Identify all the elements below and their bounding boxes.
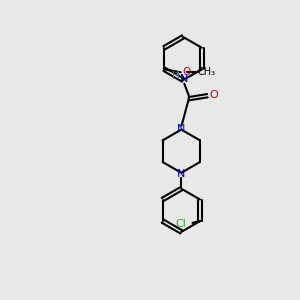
Text: O: O: [182, 67, 190, 77]
Text: N: N: [177, 124, 185, 134]
Text: Cl: Cl: [176, 219, 187, 229]
Text: H: H: [172, 70, 180, 81]
Text: N: N: [177, 169, 185, 179]
Text: N: N: [180, 74, 188, 84]
Text: O: O: [210, 90, 219, 100]
Text: CH₃: CH₃: [197, 67, 215, 77]
